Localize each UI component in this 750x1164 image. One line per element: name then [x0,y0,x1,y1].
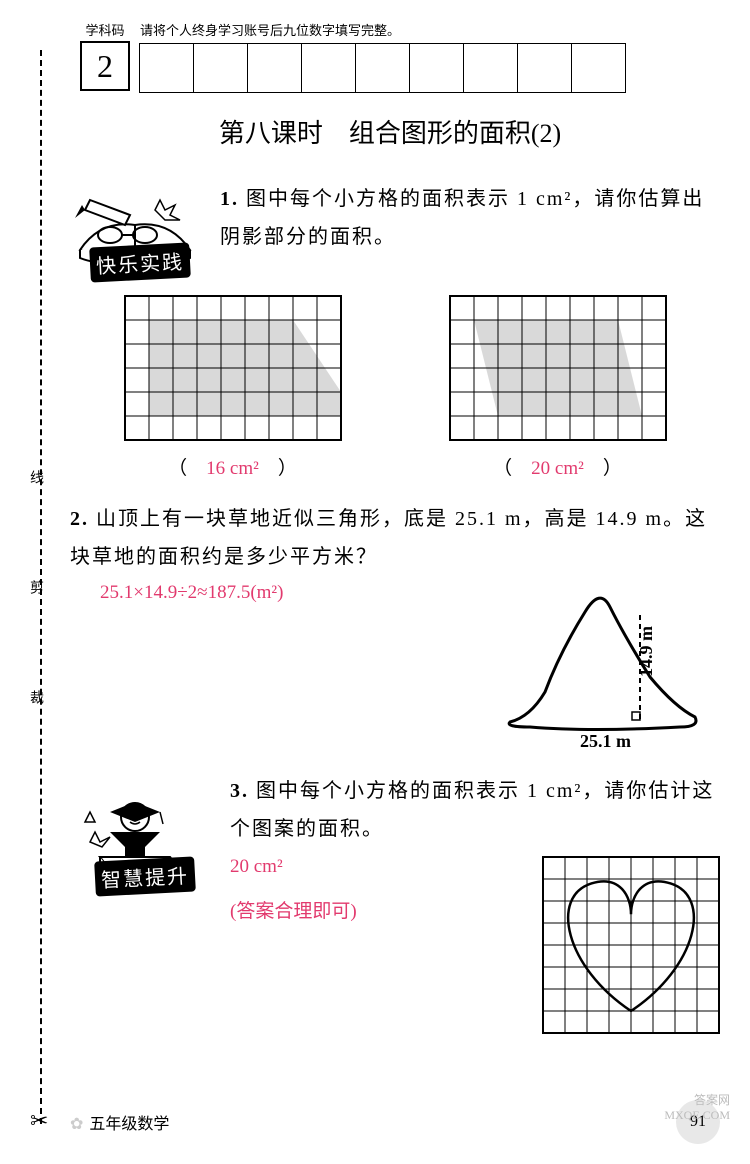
happy-practice-icon: 快乐实践 [70,180,210,280]
mountain-figure: 14.9 m 25.1 m [490,582,720,752]
q3-text: 3. 图中每个小方格的面积表示 1 cm²，请你估计这个图案的面积。 [230,772,720,848]
header: 学科码 2 请将个人终身学习账号后九位数字填写完整。 [80,20,720,93]
subject-block: 学科码 2 [80,20,130,91]
grid2-svg [449,295,667,441]
q1-body: 图中每个小方格的面积表示 1 cm²，请你估算出阴影部分的面积。 [220,188,704,248]
q3-answer: 20 cm² [230,856,542,878]
subject-label: 学科码 [80,20,130,39]
header-instruction: 请将个人终身学习账号后九位数字填写完整。 [140,20,626,39]
scissors-icon: ✂ [30,1108,48,1134]
q1-ans2: （ 20 cm² ） [449,453,667,480]
q1-grid1: （ 16 cm² ） [124,295,342,480]
question-2: 2. 山顶上有一块草地近似三角形，底是 25.1 m，高是 14.9 m。这块草… [70,500,720,752]
q3-note: (答案合理即可) [230,896,542,923]
grade-label: ✿五年级数学 [70,1110,169,1134]
footer: ✿五年级数学 91 [70,1100,720,1144]
watermark: 答案网 MXQE.COM [664,1093,730,1124]
account-cell[interactable] [517,43,572,93]
q3-num: 3. [230,780,249,802]
section1-stamp: 快乐实践 [89,242,191,282]
svg-text:25.1 m: 25.1 m [580,731,631,751]
q2-num: 2. [70,508,89,530]
section2-stamp: 智慧提升 [94,856,196,896]
account-cell[interactable] [355,43,410,93]
account-cell[interactable] [247,43,302,93]
q1-grids: （ 16 cm² ） （ 20 cm² ） [70,295,720,480]
grid1-svg [124,295,342,441]
header-right: 请将个人终身学习账号后九位数字填写完整。 [140,20,626,93]
q1-num: 1. [220,188,239,210]
subject-code-box: 2 [80,41,130,91]
question-1: 快乐实践 1. 图中每个小方格的面积表示 1 cm²，请你估算出阴影部分的面积。… [70,180,720,480]
svg-text:14.9 m: 14.9 m [636,626,656,677]
account-boxes[interactable] [140,43,626,93]
q2-body: 山顶上有一块草地近似三角形，底是 25.1 m，高是 14.9 m。这块草地的面… [70,508,707,568]
account-cell[interactable] [463,43,518,93]
account-cell[interactable] [139,43,194,93]
margin-cai: 裁 [25,690,45,722]
q1-ans1: （ 16 cm² ） [124,453,342,480]
account-cell[interactable] [571,43,626,93]
account-cell[interactable] [193,43,248,93]
q2-work: 25.1×14.9÷2≈187.5(m²) [100,582,490,604]
margin-jian: 剪 [25,580,45,612]
account-cell[interactable] [409,43,464,93]
q1-text: 1. 图中每个小方格的面积表示 1 cm²，请你估算出阴影部分的面积。 [220,180,720,256]
margin-xian: 线 [25,470,45,502]
lesson-title: 第八课时 组合图形的面积(2) [60,113,720,150]
wisdom-icon: 智慧提升 [70,772,220,894]
q1-grid2: （ 20 cm² ） [449,295,667,480]
account-cell[interactable] [301,43,356,93]
heart-grid [542,856,720,1034]
worksheet-page: ✂ 线 剪 裁 学科码 2 请将个人终身学习账号后九位数字填写完整。 第八课时 … [0,0,750,1164]
q2-text: 2. 山顶上有一块草地近似三角形，底是 25.1 m，高是 14.9 m。这块草… [70,500,720,576]
question-3: 智慧提升 3. 图中每个小方格的面积表示 1 cm²，请你估计这个图案的面积。 … [70,772,720,1034]
q3-body: 图中每个小方格的面积表示 1 cm²，请你估计这个图案的面积。 [230,780,714,840]
